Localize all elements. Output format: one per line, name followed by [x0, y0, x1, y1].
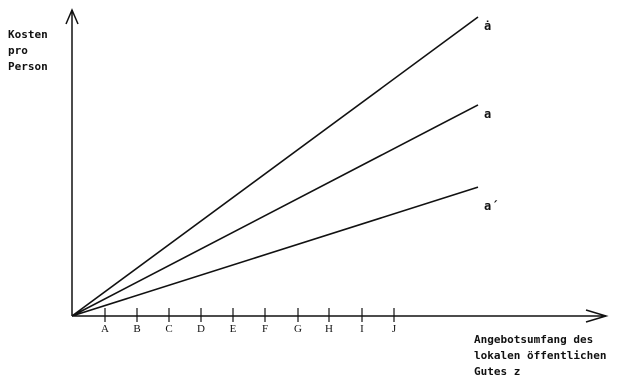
- series-label: ȧ: [484, 19, 491, 33]
- series-label: a´: [484, 199, 498, 213]
- series-label: a: [484, 107, 491, 121]
- x-tick-label: A: [101, 323, 109, 335]
- y-axis-label: Kosten pro Person: [8, 28, 48, 73]
- x-tick-label: G: [294, 323, 302, 335]
- x-axis-label: Angebotsumfang des lokalen öffentlichen …: [474, 333, 606, 378]
- x-tick-label: C: [165, 323, 172, 335]
- x-axis-label-line: Gutes z: [474, 365, 520, 378]
- x-tick-label: J: [392, 323, 397, 335]
- x-tick-label: E: [230, 323, 237, 335]
- series-line: [71, 104, 479, 317]
- x-axis-label-line: lokalen öffentlichen: [474, 349, 606, 362]
- series-line: [71, 16, 479, 317]
- x-tick-label: F: [262, 323, 268, 335]
- x-tick-label: I: [360, 323, 364, 335]
- x-axis-arrow: [585, 309, 609, 323]
- series-line: [71, 186, 479, 317]
- series-lines: ȧ a a´: [71, 16, 498, 317]
- y-axis-label-line: Kosten: [8, 28, 48, 41]
- y-axis-arrow: [65, 8, 79, 25]
- x-tick-label: H: [325, 323, 333, 335]
- y-axis-label-line: pro: [8, 44, 28, 57]
- x-axis-label-line: Angebotsumfang des: [474, 333, 593, 346]
- x-tick-label: B: [133, 323, 140, 335]
- axes: [65, 8, 609, 323]
- x-ticks: A B C D E F G H I J: [101, 308, 397, 335]
- x-tick-label: D: [197, 323, 205, 335]
- y-axis-label-line: Person: [8, 60, 48, 73]
